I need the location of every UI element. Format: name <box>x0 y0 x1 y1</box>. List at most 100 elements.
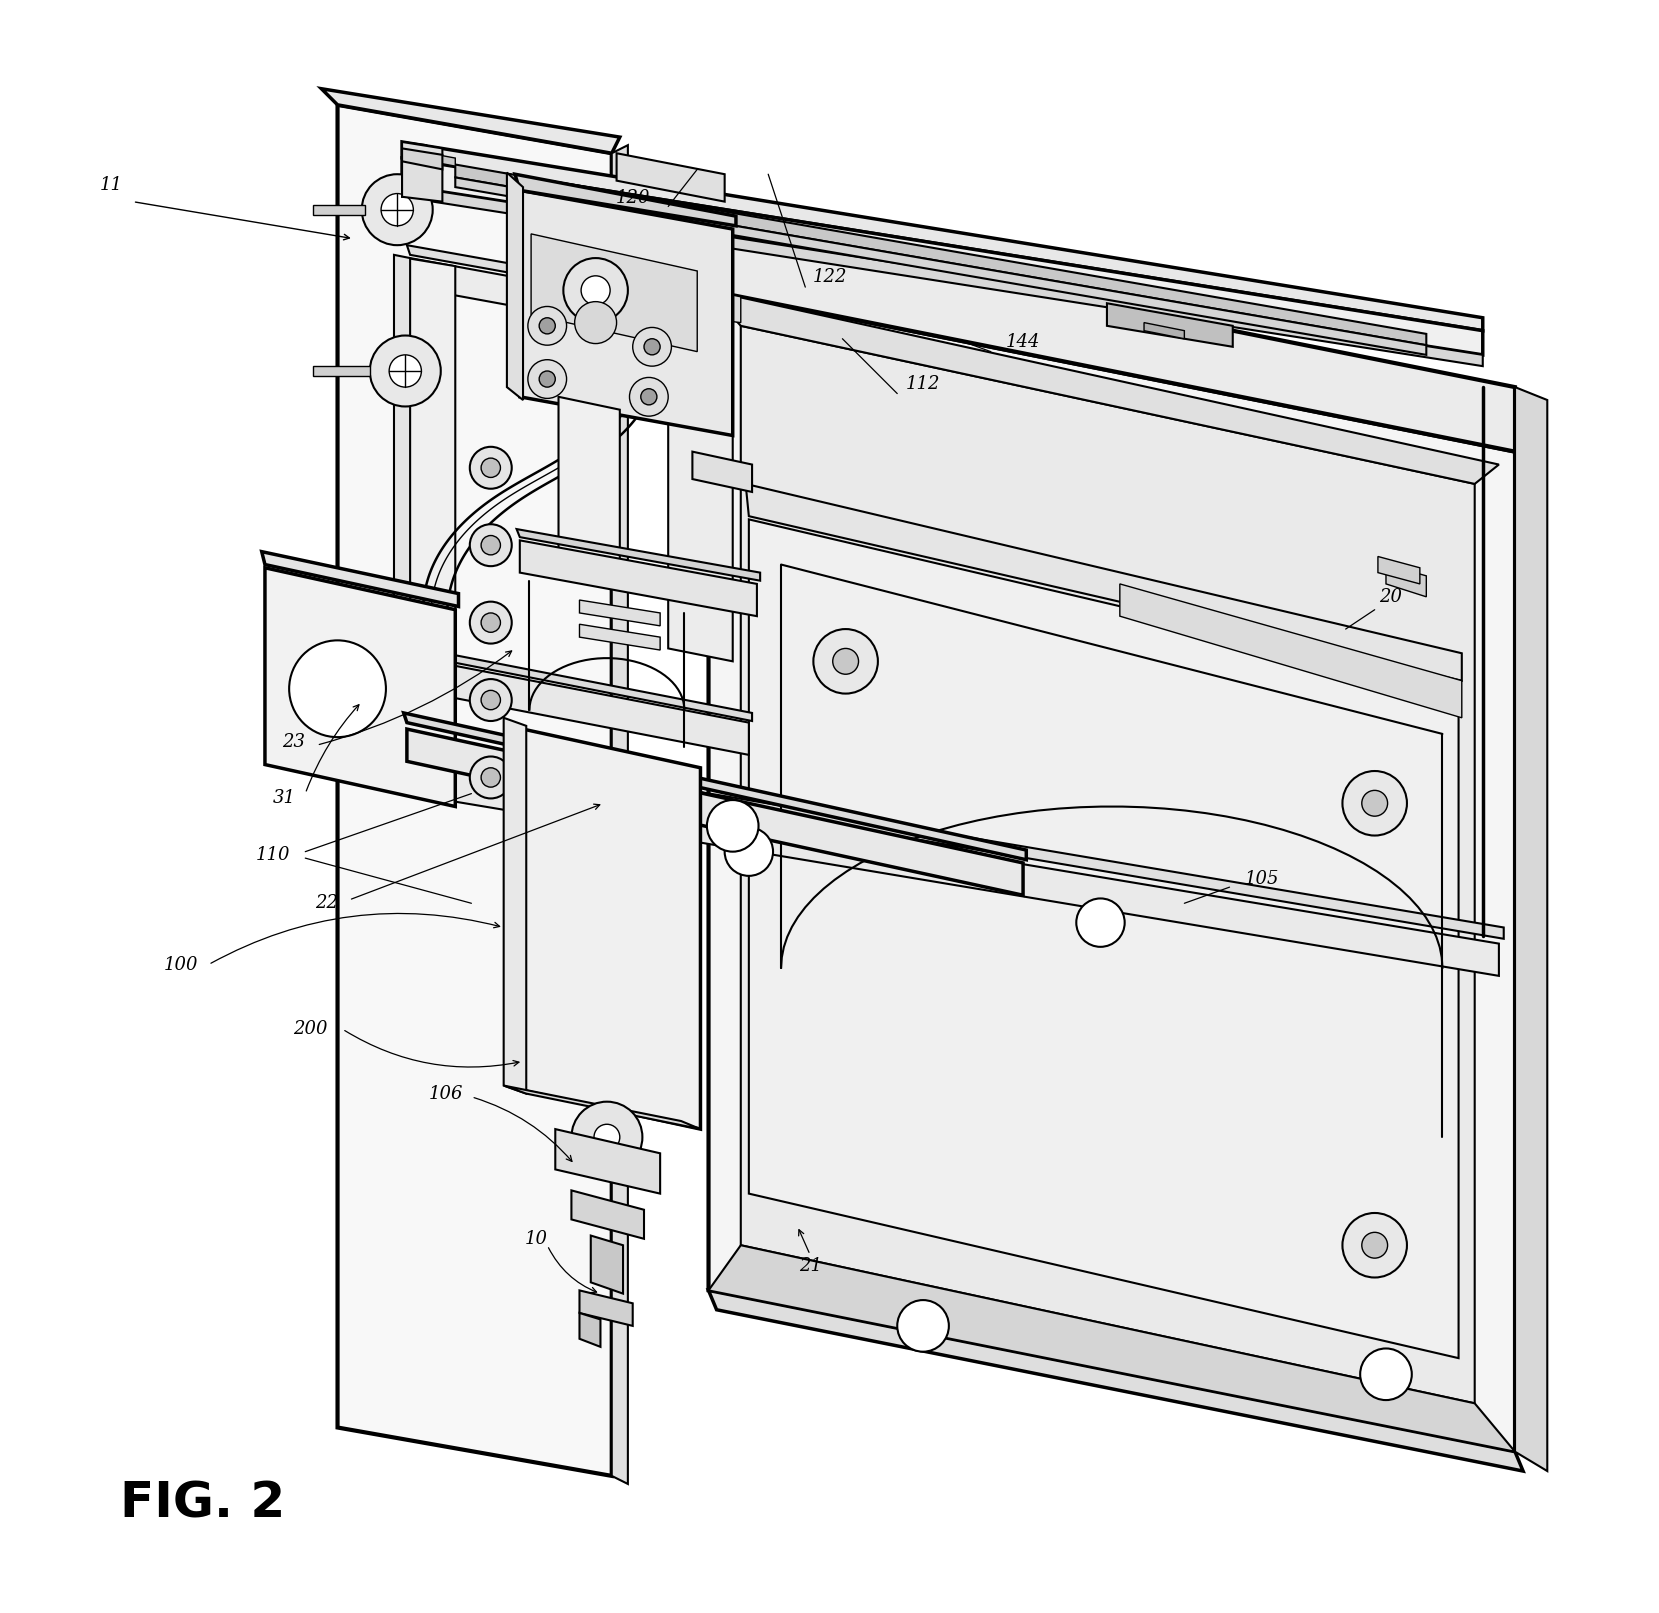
Polygon shape <box>401 158 1483 355</box>
Polygon shape <box>579 1313 601 1347</box>
Polygon shape <box>508 173 523 400</box>
Polygon shape <box>504 718 526 1094</box>
Polygon shape <box>401 142 1483 331</box>
Polygon shape <box>519 190 733 436</box>
Polygon shape <box>406 761 1498 976</box>
Polygon shape <box>579 624 660 650</box>
Polygon shape <box>627 210 708 290</box>
Polygon shape <box>617 153 725 202</box>
Polygon shape <box>406 258 455 665</box>
Circle shape <box>813 629 878 694</box>
Polygon shape <box>430 153 455 166</box>
Text: 105: 105 <box>1244 869 1279 889</box>
Polygon shape <box>314 205 365 215</box>
Circle shape <box>571 1102 642 1173</box>
Text: FIG. 2: FIG. 2 <box>119 1479 285 1528</box>
Circle shape <box>644 339 660 355</box>
Polygon shape <box>627 210 1515 452</box>
Text: 120: 120 <box>615 189 650 208</box>
Polygon shape <box>401 148 443 169</box>
Text: 21: 21 <box>798 1257 821 1276</box>
Polygon shape <box>519 540 757 616</box>
Circle shape <box>289 640 387 737</box>
Polygon shape <box>708 290 1498 484</box>
Polygon shape <box>692 452 752 492</box>
Circle shape <box>370 336 441 406</box>
Polygon shape <box>516 529 760 581</box>
Polygon shape <box>742 326 1475 1403</box>
Circle shape <box>594 1124 620 1150</box>
Circle shape <box>390 355 421 387</box>
Polygon shape <box>410 258 692 339</box>
Polygon shape <box>708 290 1515 1452</box>
Text: 22: 22 <box>315 894 338 913</box>
Text: 23: 23 <box>282 732 305 752</box>
Circle shape <box>362 174 433 245</box>
Polygon shape <box>1145 323 1185 339</box>
Polygon shape <box>401 142 426 197</box>
Polygon shape <box>1120 584 1462 718</box>
Circle shape <box>469 447 511 489</box>
Polygon shape <box>669 310 733 661</box>
Polygon shape <box>262 552 458 606</box>
Polygon shape <box>393 255 410 665</box>
Text: 20: 20 <box>1379 587 1402 606</box>
Text: 100: 100 <box>164 955 199 974</box>
Polygon shape <box>504 1086 700 1129</box>
Circle shape <box>1362 1232 1387 1258</box>
Circle shape <box>469 679 511 721</box>
Circle shape <box>833 648 859 674</box>
Polygon shape <box>571 1190 644 1239</box>
Circle shape <box>632 327 672 366</box>
Circle shape <box>1077 898 1125 947</box>
Circle shape <box>481 768 501 787</box>
Circle shape <box>481 613 501 632</box>
Polygon shape <box>314 366 370 376</box>
Circle shape <box>725 827 773 876</box>
Circle shape <box>640 389 657 405</box>
Polygon shape <box>745 484 1462 681</box>
Circle shape <box>528 306 567 345</box>
Polygon shape <box>514 174 737 226</box>
Text: 200: 200 <box>294 1019 327 1039</box>
Polygon shape <box>579 600 660 626</box>
Polygon shape <box>1385 565 1427 597</box>
Circle shape <box>539 318 556 334</box>
Circle shape <box>1360 1348 1412 1400</box>
Polygon shape <box>401 142 443 202</box>
Circle shape <box>707 800 758 852</box>
Polygon shape <box>406 729 1024 895</box>
Polygon shape <box>559 397 620 581</box>
Circle shape <box>574 302 617 344</box>
Polygon shape <box>579 1290 632 1326</box>
Polygon shape <box>455 165 1427 345</box>
Polygon shape <box>591 1236 624 1294</box>
Polygon shape <box>708 290 742 323</box>
Polygon shape <box>556 1129 660 1194</box>
Polygon shape <box>1107 303 1233 347</box>
Text: 10: 10 <box>524 1229 547 1248</box>
Polygon shape <box>403 645 752 721</box>
Text: 122: 122 <box>813 268 846 287</box>
Circle shape <box>1362 790 1387 816</box>
Polygon shape <box>523 729 700 1129</box>
Polygon shape <box>322 89 620 153</box>
Circle shape <box>469 756 511 798</box>
Circle shape <box>539 371 556 387</box>
Polygon shape <box>265 568 455 806</box>
Circle shape <box>528 360 567 398</box>
Polygon shape <box>403 713 1027 860</box>
Circle shape <box>382 194 413 226</box>
Text: 112: 112 <box>906 374 941 394</box>
Text: 11: 11 <box>100 176 123 195</box>
Polygon shape <box>1379 556 1420 584</box>
Polygon shape <box>403 742 1503 939</box>
Polygon shape <box>612 145 627 1484</box>
Circle shape <box>564 258 627 323</box>
Circle shape <box>898 1300 949 1352</box>
Text: 144: 144 <box>1005 332 1040 352</box>
Polygon shape <box>708 1245 1515 1452</box>
Text: 110: 110 <box>255 845 290 865</box>
Polygon shape <box>406 656 748 755</box>
Circle shape <box>1342 771 1407 836</box>
